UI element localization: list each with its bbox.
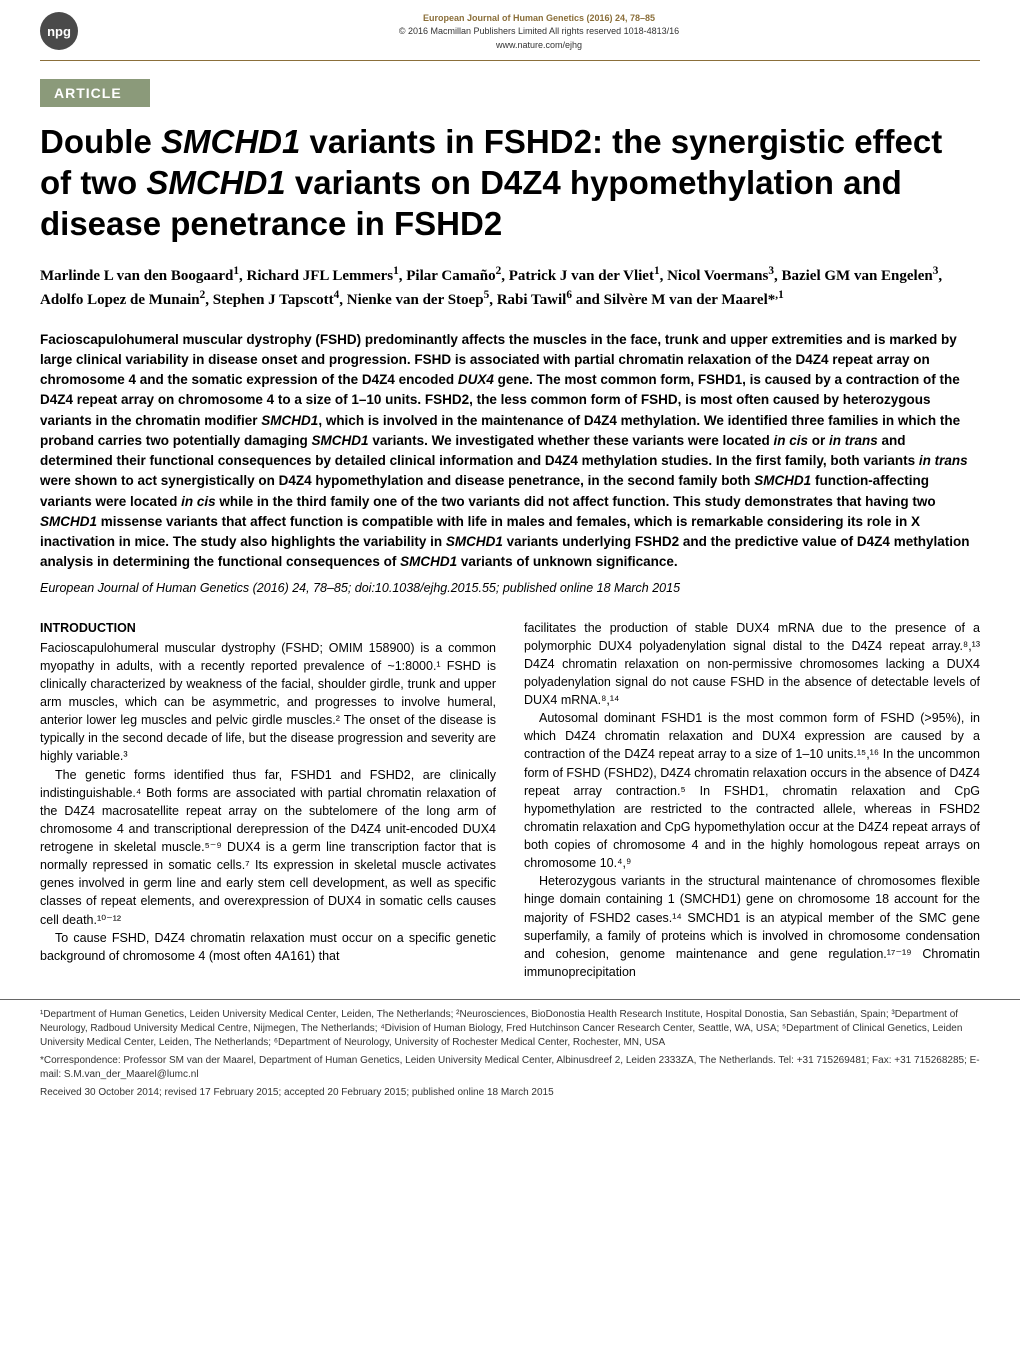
section-heading-introduction: INTRODUCTION — [40, 619, 496, 637]
publisher-badge: npg — [40, 12, 78, 50]
article-tag-wrap: ARTICLE — [0, 61, 1020, 107]
intro-paragraph: The genetic forms identified thus far, F… — [40, 766, 496, 929]
affiliations-block: ¹Department of Human Genetics, Leiden Un… — [0, 999, 1020, 1100]
column-left: INTRODUCTION Facioscapulohumeral muscula… — [40, 619, 496, 982]
journal-citation: European Journal of Human Genetics (2016… — [98, 12, 980, 25]
author-list: Marlinde L van den Boogaard1, Richard JF… — [0, 245, 1020, 312]
body-columns: INTRODUCTION Facioscapulohumeral muscula… — [0, 595, 1020, 982]
title-gene-1: SMCHD1 — [161, 123, 300, 160]
dates-line: Received 30 October 2014; revised 17 Feb… — [40, 1086, 980, 1100]
abstract: Facioscapulohumeral muscular dystrophy (… — [0, 312, 1020, 573]
journal-info: European Journal of Human Genetics (2016… — [98, 12, 980, 52]
page-header: npg European Journal of Human Genetics (… — [0, 0, 1020, 56]
intro-paragraph: facilitates the production of stable DUX… — [524, 619, 980, 710]
article-type-tag: ARTICLE — [40, 79, 150, 107]
title-text-1: Double — [40, 123, 161, 160]
citation-line: European Journal of Human Genetics (2016… — [0, 573, 1020, 595]
intro-paragraph: Facioscapulohumeral muscular dystrophy (… — [40, 639, 496, 766]
correspondence-line: *Correspondence: Professor SM van der Ma… — [40, 1054, 980, 1082]
article-title: Double SMCHD1 variants in FSHD2: the syn… — [0, 107, 1020, 245]
copyright-line: © 2016 Macmillan Publishers Limited All … — [98, 25, 980, 38]
intro-paragraph: Heterozygous variants in the structural … — [524, 872, 980, 981]
intro-paragraph: To cause FSHD, D4Z4 chromatin relaxation… — [40, 929, 496, 965]
column-right: facilitates the production of stable DUX… — [524, 619, 980, 982]
intro-paragraph: Autosomal dominant FSHD1 is the most com… — [524, 709, 980, 872]
affiliations-line: ¹Department of Human Genetics, Leiden Un… — [40, 1008, 980, 1050]
title-gene-2: SMCHD1 — [146, 164, 285, 201]
journal-url: www.nature.com/ejhg — [98, 39, 980, 52]
